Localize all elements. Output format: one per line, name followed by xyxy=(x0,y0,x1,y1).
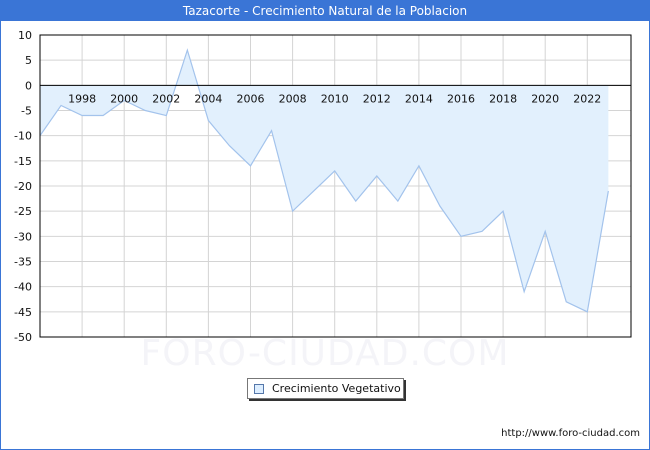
watermark: FORO-CIUDAD.COM xyxy=(140,333,510,374)
y-tick-label: -5 xyxy=(21,105,32,118)
x-tick-label: 2008 xyxy=(279,92,307,105)
x-tick-label: 2016 xyxy=(447,92,475,105)
y-tick-label: 10 xyxy=(18,29,32,42)
x-tick-label: 2010 xyxy=(321,92,349,105)
x-tick-label: 2018 xyxy=(489,92,517,105)
legend: Crecimiento Vegetativo xyxy=(247,378,404,399)
x-axis-labels: 1998 2000 2002 2004 2006 2008 2010 2012 2014 2016… xyxy=(68,92,601,105)
y-tick-label: -30 xyxy=(14,230,32,243)
x-tick-label: 2004 xyxy=(194,92,222,105)
y-tick-label: -50 xyxy=(14,331,32,344)
y-tick-label: -25 xyxy=(14,205,32,218)
y-tick-label: -20 xyxy=(14,180,32,193)
x-tick-label: 2022 xyxy=(573,92,601,105)
axes xyxy=(39,34,632,338)
y-tick-label: -15 xyxy=(14,155,32,168)
source-url: http://www.foro-ciudad.com xyxy=(501,428,640,439)
y-tick-label: 5 xyxy=(25,54,32,67)
y-tick-label: -10 xyxy=(14,130,32,143)
y-tick-label: -35 xyxy=(14,256,32,269)
x-tick-label: 2014 xyxy=(405,92,433,105)
x-tick-label: 2006 xyxy=(237,92,265,105)
x-tick-label: 2002 xyxy=(152,92,180,105)
x-tick-label: 2020 xyxy=(531,92,559,105)
chart-title: Tazacorte - Crecimiento Natural de la Po… xyxy=(0,0,650,21)
plot-border xyxy=(39,34,632,338)
legend-label: Crecimiento Vegetativo xyxy=(272,382,401,395)
y-tick-label: 0 xyxy=(25,79,32,92)
x-tick-label: 2000 xyxy=(110,92,138,105)
x-tick-label: 1998 xyxy=(68,92,96,105)
data-area xyxy=(39,48,609,313)
legend-swatch-icon xyxy=(254,384,264,394)
y-tick-label: -40 xyxy=(14,281,32,294)
y-axis-labels: 10 5 0 -5 -10 -15 -20 -25 -30 -35 -40 -45 -50 xyxy=(14,29,32,344)
x-tick-label: 2012 xyxy=(363,92,391,105)
data-line xyxy=(39,48,609,313)
y-tick-label: -45 xyxy=(14,306,32,319)
